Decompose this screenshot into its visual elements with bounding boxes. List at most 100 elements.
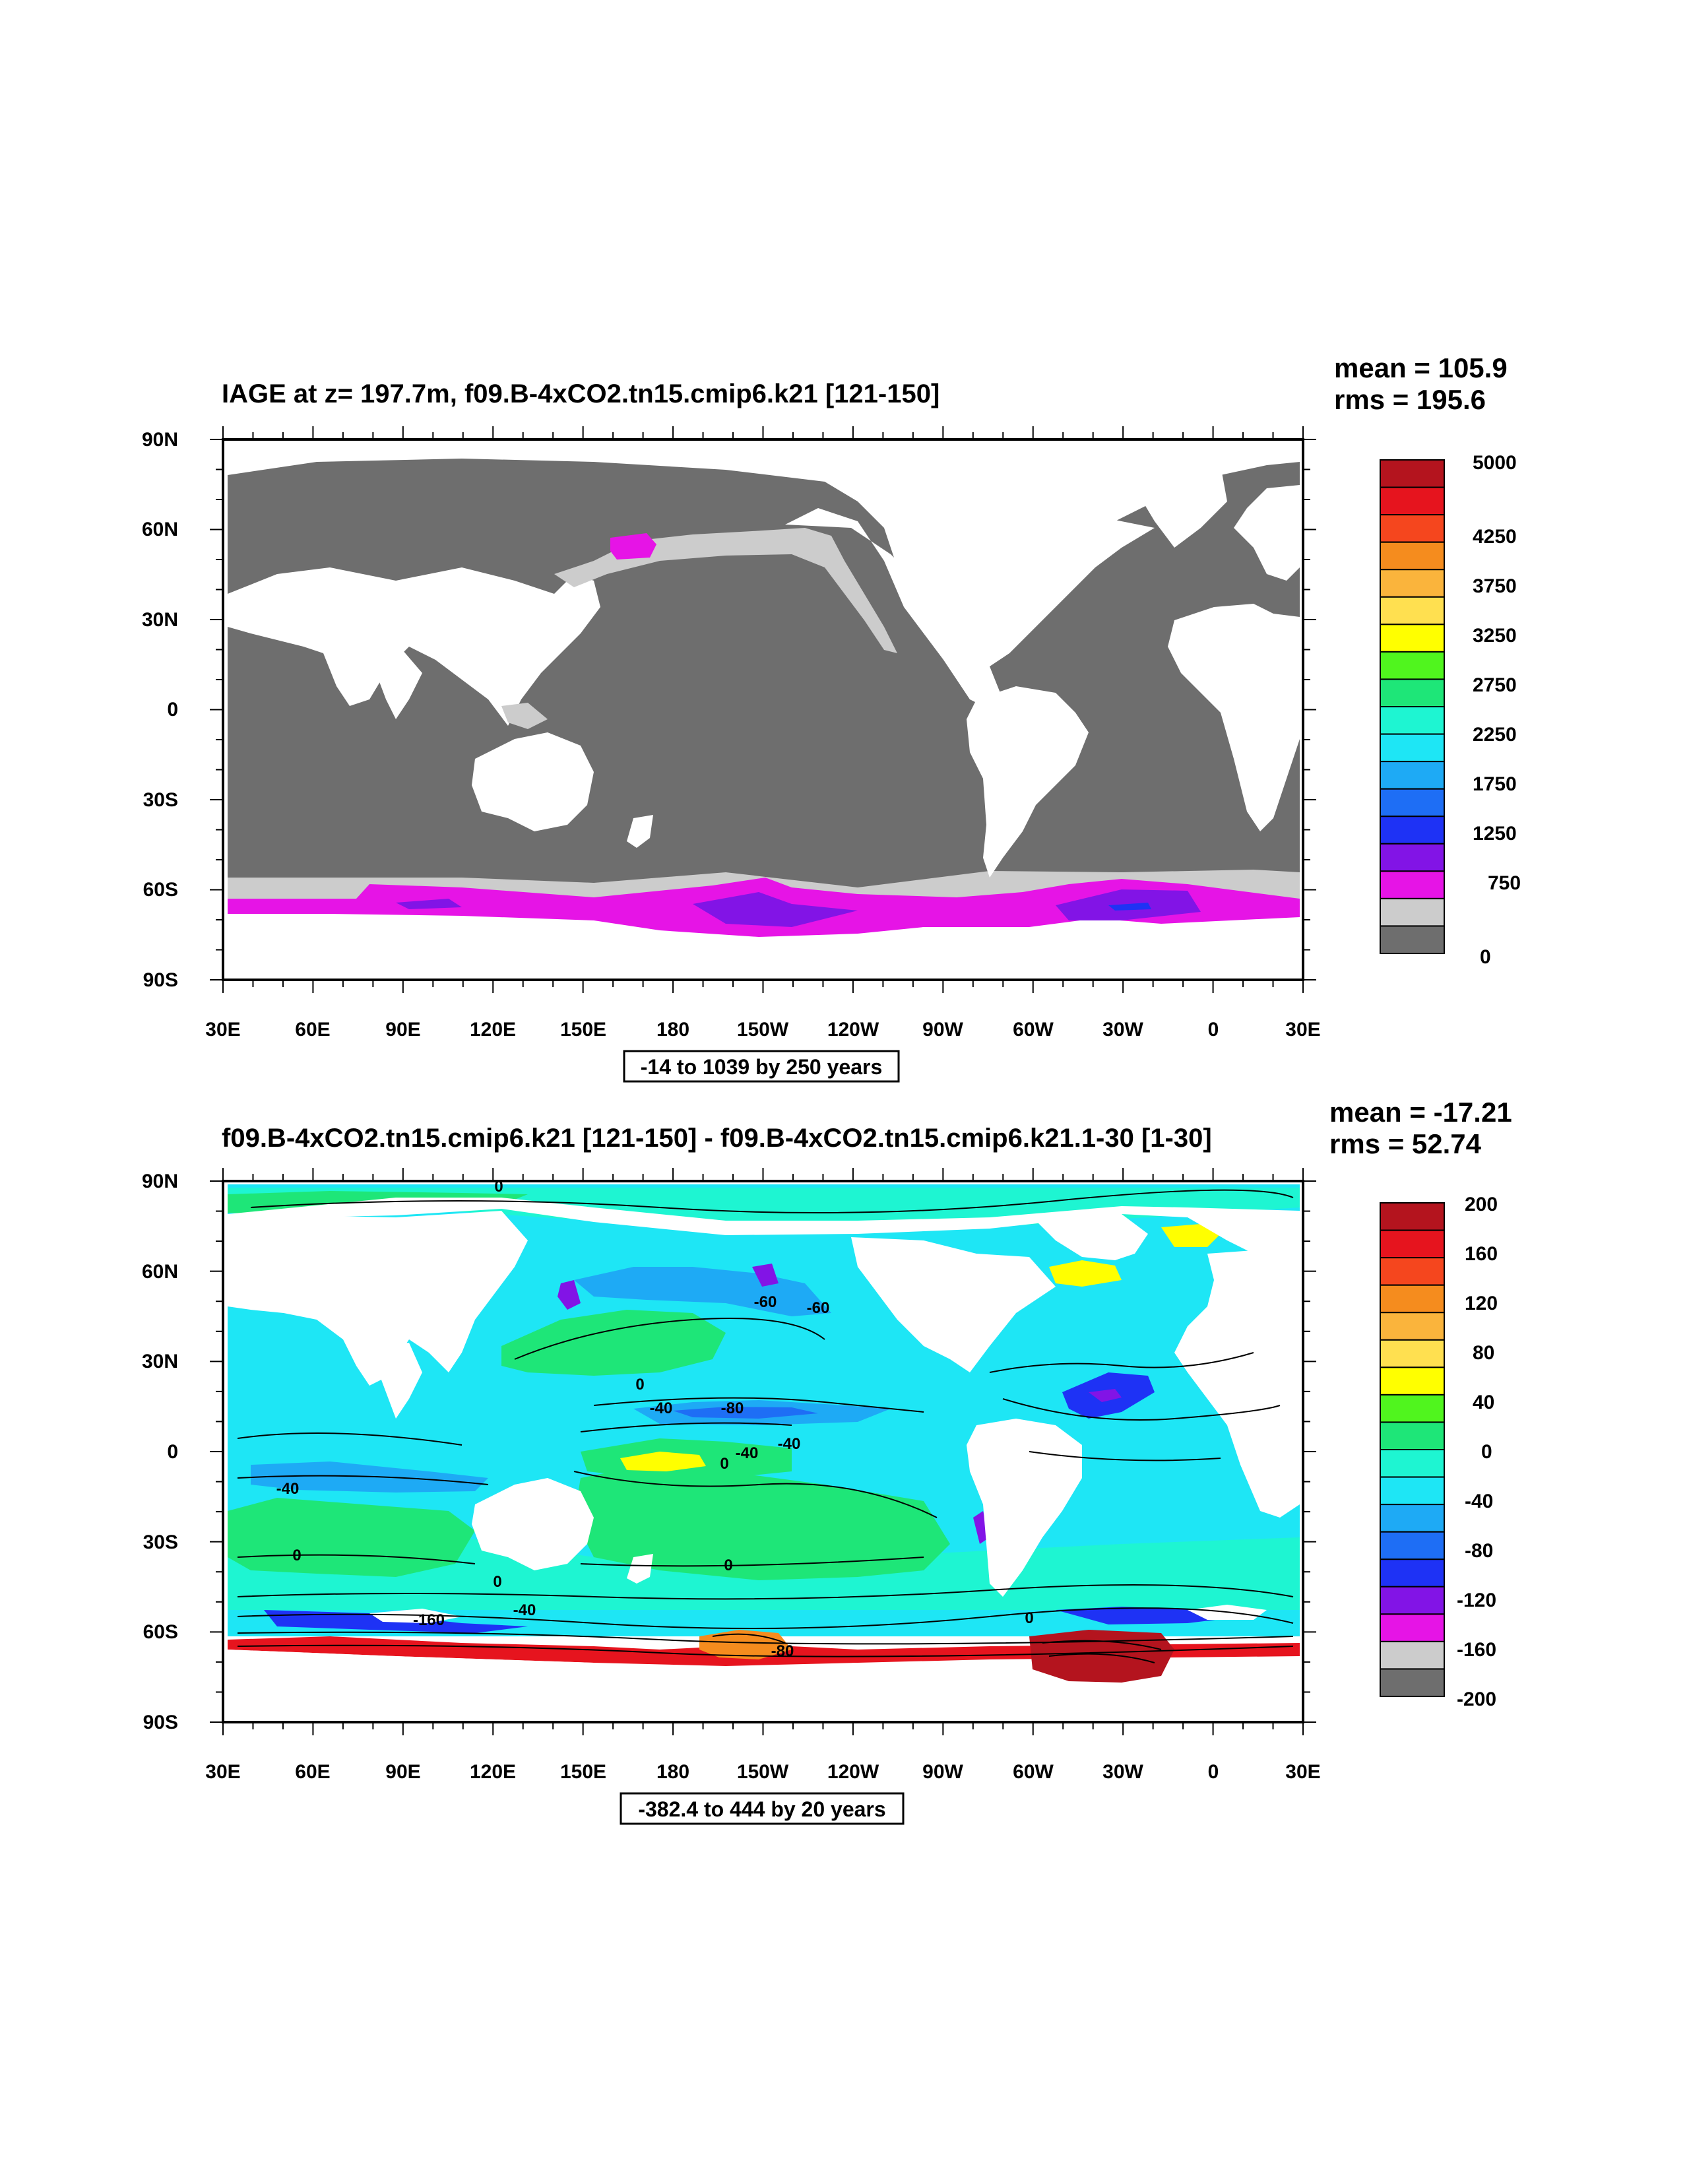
australia	[472, 732, 594, 831]
contour-label: -60	[754, 1293, 777, 1311]
cbar-label: 4250	[1473, 526, 1517, 548]
indonesia-shelf	[501, 703, 548, 729]
colorbar-swatch	[1380, 870, 1445, 899]
north-america	[785, 508, 1155, 713]
panel-1-mean: mean = 105.9	[1334, 352, 1508, 383]
india-2	[369, 1343, 422, 1419]
contour-label: -160	[413, 1611, 445, 1629]
lon-tick-label: 180	[656, 1761, 689, 1783]
europe	[1234, 485, 1300, 581]
lat-tick-label: 30S	[143, 789, 178, 811]
cbar-label: 0	[1480, 946, 1491, 968]
colorbar-swatch	[1380, 459, 1445, 488]
lon-tick-label: 90E	[385, 1019, 420, 1041]
panel-2-range-label: -382.4 to 444 by 20 years	[638, 1797, 885, 1821]
panel-2-map: 0 0 0 0 0 0 -40 -80 -40 -40 -40 -60 -40 …	[222, 1178, 1304, 1723]
colorbar-swatch	[1380, 569, 1445, 598]
contour-label: 0	[292, 1547, 301, 1564]
yellow-equatorial	[620, 1452, 706, 1471]
colorbar-swatch	[1380, 1202, 1445, 1231]
colorbar-swatch	[1380, 816, 1445, 845]
contour-lines	[237, 1189, 1294, 1663]
purple-atlantic-core	[1089, 1389, 1122, 1402]
contour-label: -40	[650, 1399, 673, 1417]
lat-tick-label: 60S	[143, 1621, 178, 1643]
antarctica-2	[228, 1650, 1300, 1722]
cbar-label: 3750	[1473, 575, 1517, 597]
southern-dark-band	[264, 1607, 1254, 1633]
greenland-2	[1029, 1214, 1148, 1260]
panel-1-map	[222, 438, 1304, 981]
cbar-label: 160	[1465, 1243, 1498, 1265]
lon-tick-label: 150W	[737, 1019, 789, 1041]
colorbar-swatch	[1380, 596, 1445, 626]
colorbar-swatch	[1380, 1257, 1445, 1286]
yellow-north-atlantic	[1049, 1224, 1221, 1287]
panel-2-colorbar-labels: 200 160 120 80 40 0 -40 -80 -120 -160 -2…	[1457, 1194, 1498, 1710]
panel-1-lon-axis: 30E 60E 90E 120E 150E 180 150W 120W 90W …	[205, 1019, 1320, 1041]
panel-1-rms: rms = 195.6	[1334, 384, 1486, 415]
lat-tick-label: 60N	[142, 1261, 178, 1283]
panel-2-lat-axis: 90N 60N 30N 0 30S 60S 90S	[142, 1171, 178, 1733]
panel-1-range-box	[623, 1050, 900, 1083]
cbar-label: -80	[1465, 1540, 1493, 1562]
lon-tick-label: 150W	[737, 1761, 789, 1783]
lat-tick-label: 30N	[142, 609, 178, 631]
south-america	[967, 686, 1089, 878]
lon-tick-label: 30E	[1285, 1761, 1320, 1783]
cbar-label: 5000	[1473, 452, 1517, 474]
colorbar-swatch	[1380, 1366, 1445, 1396]
lon-tick-label: 60W	[1013, 1019, 1054, 1041]
weddell-red	[1029, 1630, 1174, 1683]
colorbar-swatch	[1380, 651, 1445, 680]
green-south-pacific	[574, 1465, 950, 1580]
panel-2-ticks	[210, 1168, 1316, 1735]
cbar-label: 80	[1473, 1342, 1494, 1364]
panel-2-range-box	[620, 1792, 905, 1825]
colorbar-swatch	[1380, 541, 1445, 571]
colorbar-swatch	[1380, 925, 1445, 955]
cbar-label: -160	[1457, 1639, 1496, 1661]
colorbar-swatch	[1380, 1640, 1445, 1670]
lon-tick-label: 60E	[295, 1761, 330, 1783]
colorbar-swatch	[1380, 1504, 1445, 1533]
cbar-label: 0	[1481, 1441, 1492, 1463]
colorbar-swatch	[1380, 1558, 1445, 1588]
colorbar-swatch	[1380, 733, 1445, 763]
contour-label: 0	[1025, 1609, 1033, 1627]
panel-2-lon-axis: 30E 60E 90E 120E 150E 180 150W 120W 90W …	[205, 1761, 1320, 1783]
africa	[1168, 604, 1300, 831]
cbar-label: -120	[1457, 1590, 1496, 1611]
colorbar-swatch	[1380, 1531, 1445, 1560]
lon-tick-label: 30E	[205, 1761, 240, 1783]
cbar-label: 2250	[1473, 724, 1517, 746]
contour-label: 0	[493, 1573, 501, 1591]
lat-tick-label: 0	[167, 699, 178, 721]
cbar-label: 120	[1465, 1293, 1498, 1314]
northern-landmass	[228, 443, 1300, 633]
nz-2	[627, 1554, 653, 1584]
southern-purple-core	[396, 889, 1201, 927]
lon-tick-label: 30E	[1285, 1019, 1320, 1041]
lon-tick-label: 120W	[827, 1761, 879, 1783]
asia	[228, 567, 600, 726]
lon-tick-label: 120W	[827, 1019, 879, 1041]
lon-tick-label: 30W	[1102, 1761, 1143, 1783]
greenland	[1135, 462, 1227, 548]
cbar-label: 1250	[1473, 823, 1517, 845]
contour-label: 0	[720, 1455, 728, 1473]
panel-1: IAGE at z= 197.7m, f09.B-4xCO2.tn15.cmip…	[142, 352, 1521, 1083]
australia-2	[472, 1478, 594, 1570]
southern-blue-core	[1108, 903, 1151, 911]
lon-tick-label: 60E	[295, 1019, 330, 1041]
lon-tick-label: 180	[656, 1019, 689, 1041]
lat-tick-label: 90S	[143, 969, 178, 991]
lat-tick-label: 0	[167, 1441, 178, 1463]
lon-tick-label: 120E	[470, 1019, 516, 1041]
panel-1-colorbar	[1380, 459, 1445, 955]
panel-1-title: IAGE at z= 197.7m, f09.B-4xCO2.tn15.cmip…	[222, 379, 940, 408]
colorbar-swatch	[1380, 678, 1445, 708]
lat-tick-label: 30S	[143, 1531, 178, 1553]
colorbar-swatch	[1380, 1586, 1445, 1615]
colorbar-swatch	[1380, 897, 1445, 927]
